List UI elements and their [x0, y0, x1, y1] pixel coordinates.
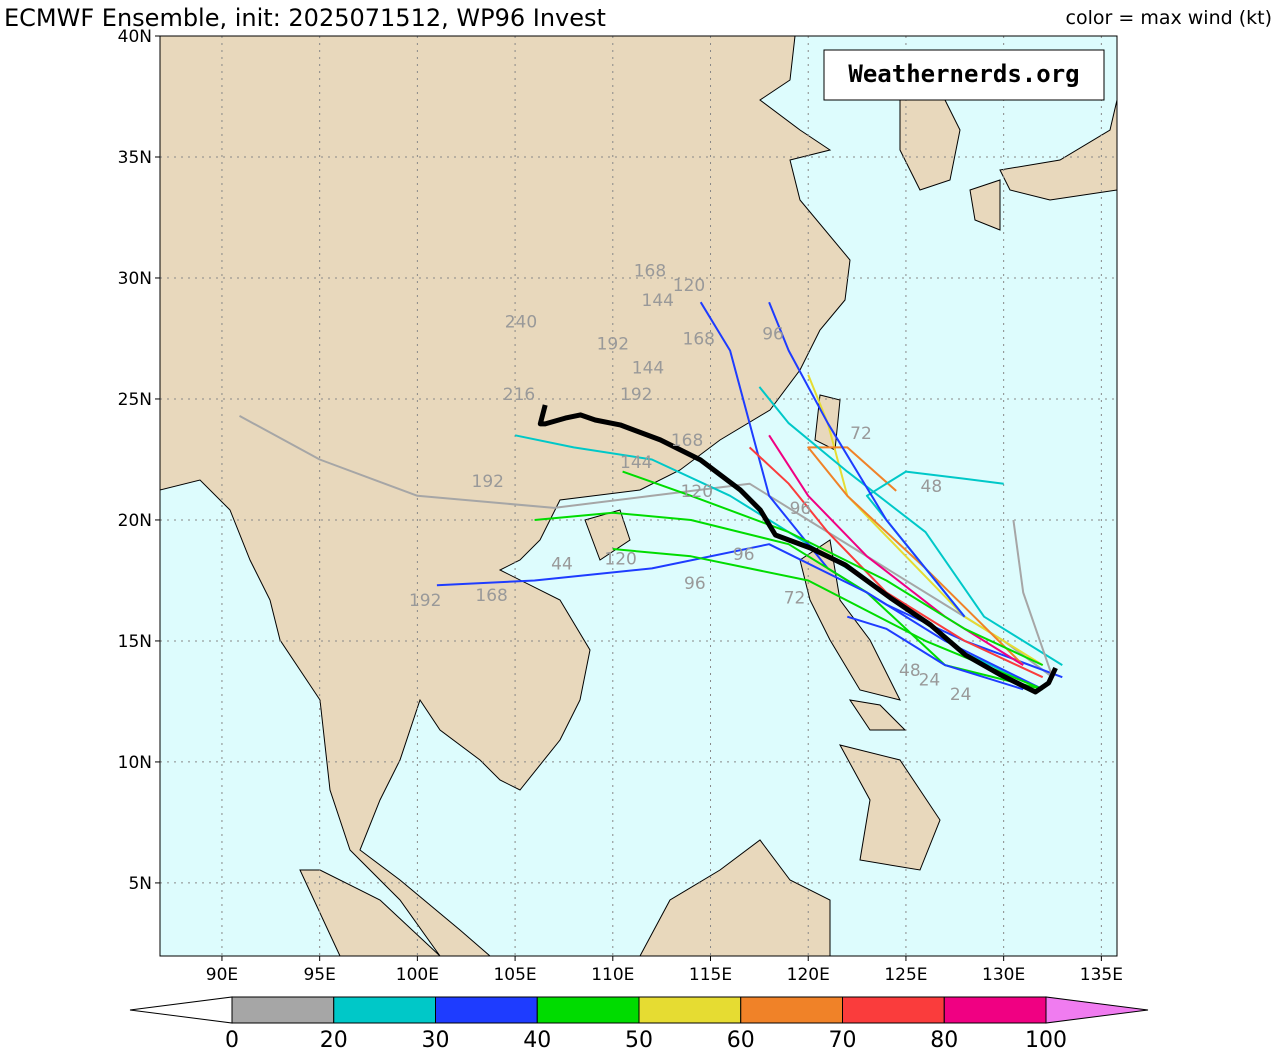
colorbar-segment — [740, 996, 843, 1024]
hour-label: 192 — [597, 334, 629, 354]
hour-label: 144 — [632, 359, 664, 379]
colorbar-segment — [435, 996, 538, 1024]
watermark-box — [823, 49, 1105, 101]
x-tick-label: 120E — [787, 965, 830, 985]
colorbar-over — [1045, 996, 1149, 1024]
ensemble-track — [758, 386, 1063, 666]
colorbar-under — [129, 996, 233, 1024]
hour-label: 192 — [620, 385, 652, 405]
hour-label: 168 — [671, 431, 703, 451]
mean-track — [537, 404, 1058, 695]
ensemble-track — [436, 543, 1044, 691]
hour-label: 192 — [409, 591, 441, 611]
y-tick-label: 25N — [118, 390, 152, 410]
watermark: Weathernerds.org — [848, 60, 1079, 88]
hour-label: 72 — [784, 588, 806, 608]
hour-label: 24 — [919, 671, 941, 691]
tracks — [239, 301, 1063, 695]
colorbar: 0 20 30 40 50 60 70 80 100 — [129, 996, 1149, 1053]
colorbar-segment — [638, 996, 742, 1024]
colorbar-label: 60 — [727, 1028, 755, 1053]
ensemble-track — [699, 301, 1063, 679]
x-tick-label: 90E — [206, 965, 238, 985]
colorbar-label: 50 — [625, 1028, 653, 1053]
colorbar-label: 30 — [422, 1028, 450, 1053]
land — [160, 36, 1117, 956]
x-tick-label: 95E — [303, 965, 335, 985]
hour-label: 120 — [604, 550, 636, 570]
colorbar-label: 0 — [225, 1028, 239, 1053]
colorbar-segment — [536, 996, 640, 1024]
y-tick-label: 30N — [118, 269, 152, 289]
colorbar-label: 20 — [320, 1028, 348, 1053]
x-tick-label: 105E — [493, 965, 536, 985]
colorbar-segment — [231, 996, 335, 1024]
hour-labels: 2402161921921921921681681681681441441441… — [409, 262, 972, 705]
x-tick-label: 125E — [884, 965, 927, 985]
hour-label: 48 — [921, 477, 943, 497]
colorbar-label: 100 — [1025, 1028, 1067, 1053]
map-area: 2402161921921921921681681681681441441441… — [160, 36, 1117, 956]
ensemble-track — [847, 615, 1024, 691]
hour-label: 240 — [505, 313, 537, 333]
ensemble-track — [1012, 519, 1054, 678]
y-tick-label: 15N — [118, 632, 152, 652]
x-tick-label: 110E — [591, 965, 634, 985]
y-tick-label: 20N — [118, 511, 152, 531]
hour-label: 96 — [762, 325, 784, 345]
colorbar-label: 40 — [523, 1028, 551, 1053]
hour-label: 168 — [634, 262, 666, 282]
colorbar-label: 80 — [930, 1028, 958, 1053]
x-tick-label: 115E — [689, 965, 732, 985]
ensemble-track — [768, 301, 966, 618]
x-tick-label: 130E — [982, 965, 1025, 985]
y-tick-label: 35N — [118, 148, 152, 168]
x-tick-label: 135E — [1080, 965, 1123, 985]
hour-label: 216 — [503, 385, 535, 405]
hour-label: 96 — [733, 545, 755, 565]
hour-label: 44 — [551, 555, 573, 575]
hour-label: 48 — [899, 661, 921, 681]
hour-label: 72 — [850, 424, 872, 444]
hour-label: 192 — [472, 472, 504, 492]
y-tick-label: 40N — [118, 27, 152, 47]
hour-label: 168 — [683, 329, 715, 349]
y-tick-label: 5N — [128, 874, 152, 894]
x-tick-label: 100E — [396, 965, 439, 985]
ensemble-track — [748, 446, 1044, 679]
hour-label: 96 — [684, 574, 706, 594]
hour-label: 168 — [475, 586, 507, 606]
ensemble-track — [622, 470, 1044, 667]
colorbar-segment — [333, 996, 436, 1024]
frame — [159, 35, 1118, 957]
hour-label: 144 — [642, 291, 674, 311]
hour-label: 24 — [950, 685, 972, 705]
hour-label: 120 — [673, 276, 705, 296]
hour-label: 120 — [681, 482, 713, 502]
colorbar-segment — [943, 996, 1047, 1024]
axes: 90E 95E 100E 105E 110E 115E 120E 125E 130E 135E 5N… — [118, 27, 1123, 985]
y-tick-label: 10N — [118, 753, 152, 773]
colorbar-label: 70 — [829, 1028, 857, 1053]
colorbar-segment — [842, 996, 945, 1024]
hour-label: 144 — [620, 453, 652, 473]
hour-label: 96 — [790, 499, 812, 519]
title: ECMWF Ensemble, init: 2025071512, WP96 I… — [4, 4, 606, 32]
subtitle: color = max wind (kt) — [1066, 7, 1272, 29]
ensemble-track — [807, 446, 1024, 666]
